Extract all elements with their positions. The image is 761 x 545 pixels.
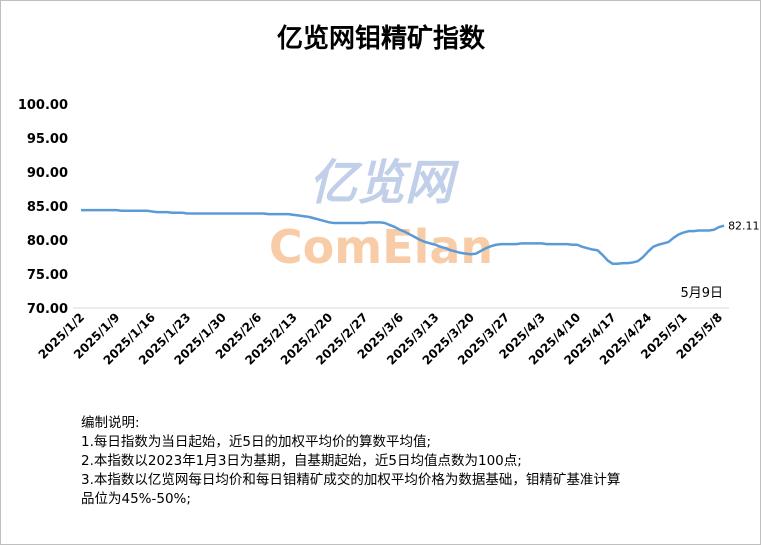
note-line: 品位为45%-50%;: [81, 491, 191, 507]
y-tick-label: 75.00: [27, 268, 68, 283]
note-line: 2.本指数以2023年1月3日为基期，自基期起始，近5日均值点数为100点;: [81, 453, 522, 469]
note-line: 3.本指数以亿览网每日均价和每日钼精矿成交的加权平均价格为数据基础，钼精矿基准计…: [81, 472, 621, 488]
line: [81, 208, 725, 266]
watermark: ComElan: [269, 220, 493, 274]
watermark: 亿览网: [309, 155, 460, 211]
y-tick-label: 80.00: [27, 234, 68, 249]
y-tick-label: 90.00: [27, 166, 68, 181]
data-label: 82.11: [728, 220, 760, 233]
note-line: 1.每日指数为当日起始，近5日的加权平均价的算数平均值;: [81, 434, 432, 450]
chart: 亿览网钼精矿指数 亿览网 ComElan 5月9日 70.00 75.00 80.0…: [18, 23, 760, 368]
chart-title: 亿览网钼精矿指数: [277, 23, 486, 54]
y-tick-label: 95.00: [27, 132, 68, 147]
y-tick-label: 70.00: [27, 302, 68, 317]
annotation: 5月9日: [680, 286, 723, 301]
y-tick-label: 85.00: [27, 200, 68, 215]
y-tick-label: 100.00: [18, 98, 68, 113]
note-line: 编制说明:: [81, 415, 140, 431]
